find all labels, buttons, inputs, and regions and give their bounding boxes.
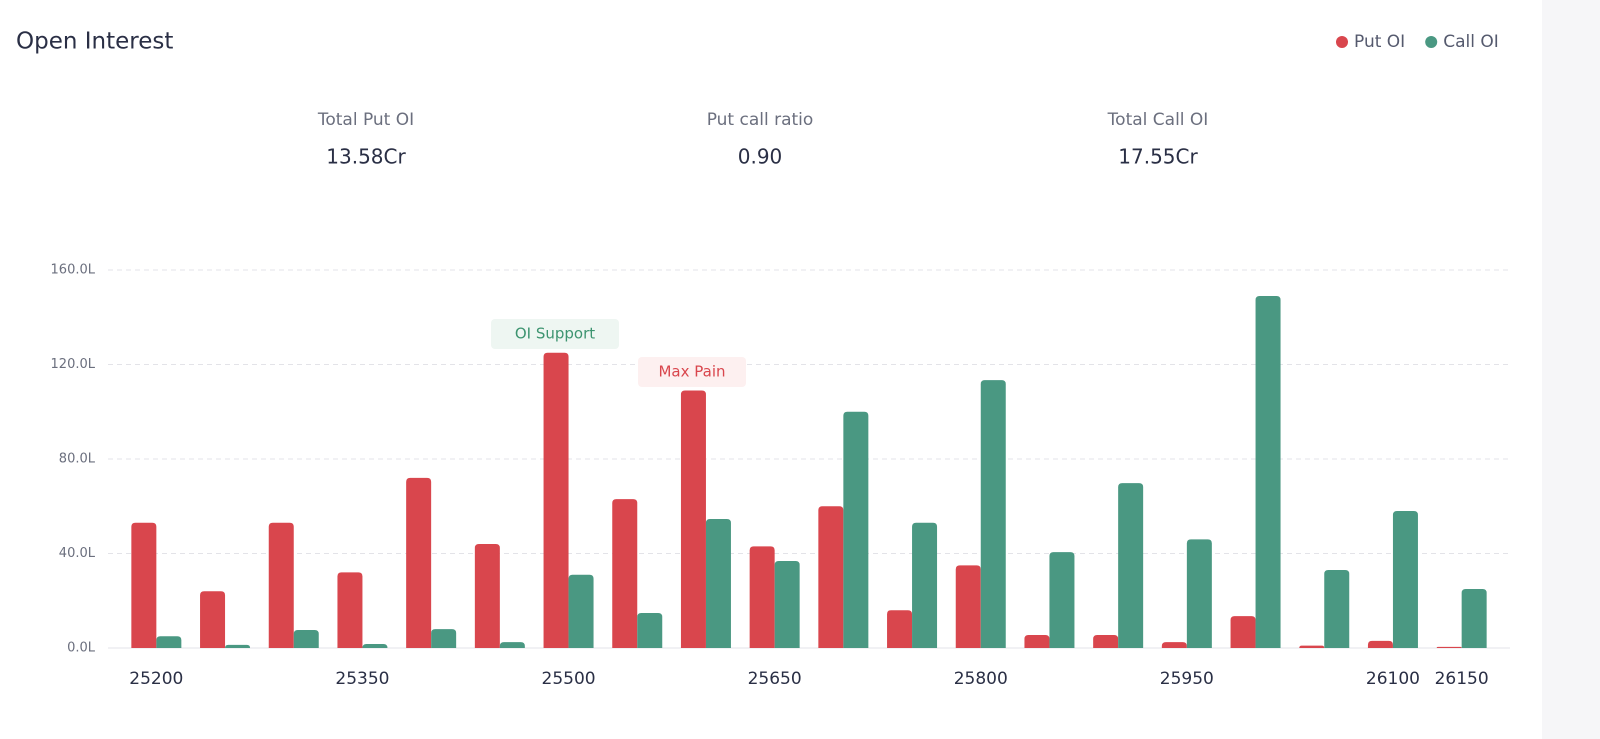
x-tick-label: 26100 bbox=[1366, 669, 1420, 689]
y-tick-label: 40.0L bbox=[59, 546, 96, 561]
x-tick-label: 25350 bbox=[335, 669, 389, 689]
bar bbox=[1024, 635, 1050, 648]
annotation-label: OI Support bbox=[515, 325, 595, 343]
bar bbox=[131, 522, 157, 648]
bar bbox=[200, 591, 226, 648]
bar bbox=[955, 565, 981, 648]
legend-swatch bbox=[1336, 36, 1348, 48]
bar bbox=[1230, 616, 1256, 648]
y-tick-label: 80.0L bbox=[59, 452, 96, 467]
legend-label: Call OI bbox=[1443, 32, 1499, 52]
bar bbox=[1186, 539, 1212, 648]
x-tick-label: 25950 bbox=[1160, 669, 1214, 689]
bar bbox=[293, 630, 319, 648]
stat-label: Total Put OI bbox=[317, 110, 414, 130]
x-tick-label: 26150 bbox=[1435, 669, 1489, 689]
bar bbox=[543, 352, 569, 648]
bar bbox=[406, 477, 432, 648]
bar bbox=[1367, 640, 1393, 648]
bar bbox=[818, 506, 844, 648]
x-tick-label: 25650 bbox=[748, 669, 802, 689]
bar bbox=[912, 522, 938, 648]
bar bbox=[612, 499, 638, 648]
bar bbox=[1436, 646, 1462, 648]
bar bbox=[1299, 645, 1325, 648]
y-tick-label: 0.0L bbox=[67, 641, 96, 656]
bar bbox=[1049, 552, 1075, 648]
stat-label: Total Call OI bbox=[1107, 110, 1209, 130]
bar bbox=[1255, 295, 1281, 648]
bar bbox=[1324, 570, 1350, 648]
bar bbox=[749, 546, 775, 648]
x-tick-label: 25200 bbox=[129, 669, 183, 689]
legend-label: Put OI bbox=[1354, 32, 1405, 52]
x-tick-label: 25500 bbox=[542, 669, 596, 689]
bar bbox=[843, 411, 869, 648]
bar bbox=[1461, 588, 1487, 648]
bar bbox=[431, 629, 457, 648]
bar bbox=[268, 522, 294, 648]
bar bbox=[156, 636, 182, 648]
bar bbox=[568, 574, 594, 648]
bar bbox=[1093, 635, 1119, 648]
side-strip bbox=[1542, 0, 1600, 739]
bar bbox=[680, 390, 706, 648]
stat-value: 13.58Cr bbox=[326, 145, 406, 169]
bar bbox=[1392, 510, 1418, 648]
y-tick-label: 120.0L bbox=[51, 357, 96, 372]
annotation-box bbox=[638, 357, 746, 387]
stat-value: 0.90 bbox=[738, 145, 783, 169]
annotation-box bbox=[491, 319, 619, 349]
bar bbox=[225, 644, 251, 648]
annotation-label: Max Pain bbox=[658, 363, 725, 381]
bar bbox=[980, 380, 1006, 648]
legend-swatch bbox=[1425, 36, 1438, 48]
bar bbox=[474, 544, 500, 648]
x-tick-label: 25800 bbox=[954, 669, 1008, 689]
bar bbox=[887, 610, 913, 648]
stat-value: 17.55Cr bbox=[1118, 145, 1198, 169]
chart-title: Open Interest bbox=[16, 29, 173, 55]
bar bbox=[362, 643, 388, 648]
bar bbox=[337, 572, 363, 648]
bar bbox=[499, 642, 525, 648]
y-tick-label: 160.0L bbox=[51, 263, 96, 278]
bar bbox=[1161, 642, 1187, 648]
bar bbox=[1118, 483, 1144, 648]
bar bbox=[637, 613, 663, 648]
bar bbox=[774, 561, 800, 648]
bar bbox=[705, 519, 731, 648]
stat-label: Put call ratio bbox=[707, 110, 814, 130]
